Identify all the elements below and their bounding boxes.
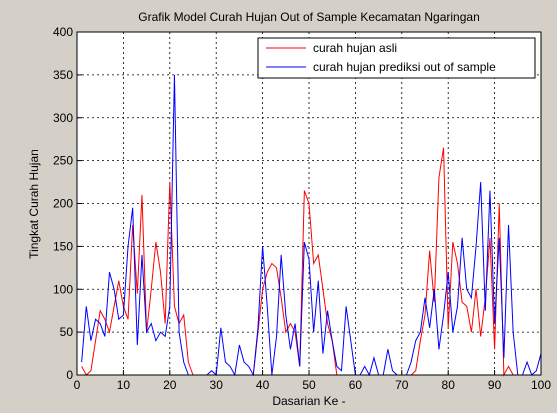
data-line: [81, 147, 541, 377]
legend-box: [257, 37, 536, 79]
y-tick-label: 300: [53, 111, 73, 125]
x-tick-label: 0: [74, 378, 81, 392]
x-tick-label: 30: [210, 378, 224, 392]
x-tick-label: 10: [117, 378, 131, 392]
x-tick-label: 50: [302, 378, 316, 392]
x-tick-label: 80: [442, 378, 456, 392]
y-tick-label: 0: [66, 368, 73, 382]
x-tick-label: 20: [163, 378, 177, 392]
x-tick-label: 40: [256, 378, 270, 392]
x-tick-label: 60: [349, 378, 363, 392]
data-line: [81, 74, 542, 377]
plot-border: [76, 31, 542, 376]
legend-label: curah hujan asli: [313, 41, 397, 55]
y-tick-label: 150: [53, 239, 73, 253]
x-tick-label: 70: [395, 378, 409, 392]
y-tick-label: 100: [53, 282, 73, 296]
x-tick-label: 90: [488, 378, 502, 392]
y-tick-label: 350: [53, 68, 73, 82]
chart-title: Grafik Model Curah Hujan Out of Sample K…: [138, 10, 480, 24]
x-axis-label: Dasarian Ke -: [272, 394, 345, 408]
y-tick-label: 200: [53, 197, 73, 211]
y-tick-label: 50: [60, 325, 74, 339]
legend-label: curah hujan prediksi out of sample: [313, 60, 496, 74]
y-tick-label: 250: [53, 154, 73, 168]
y-tick-label: 400: [53, 25, 73, 39]
y-axis-label: Tingkat Curah Hujan: [27, 149, 41, 259]
x-tick-label: 100: [531, 378, 551, 392]
